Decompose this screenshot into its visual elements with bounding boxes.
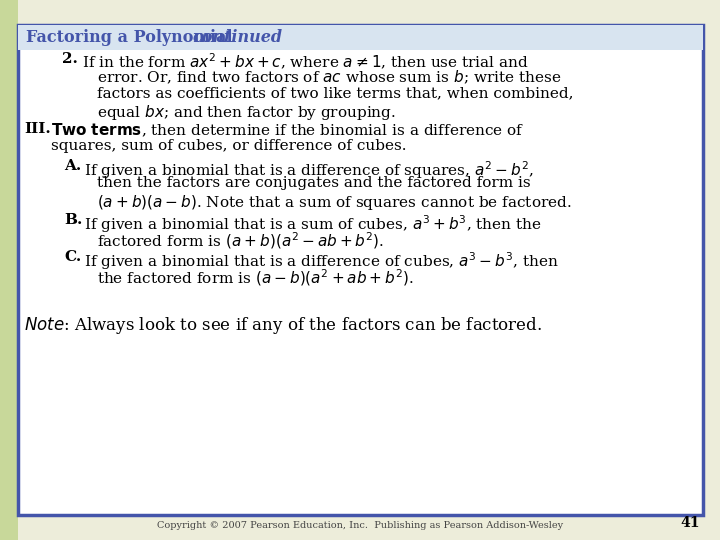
Text: III.: III. bbox=[24, 122, 50, 136]
Bar bbox=[18, 25, 703, 50]
Text: then the factors are conjugates and the factored form is: then the factors are conjugates and the … bbox=[97, 176, 531, 190]
Text: factors as coefficients of two like terms that, when combined,: factors as coefficients of two like term… bbox=[97, 86, 574, 100]
Text: If in the form $ax^2 + bx + c$, where $a \neq 1$, then use trial and: If in the form $ax^2 + bx + c$, where $a… bbox=[82, 52, 529, 72]
FancyBboxPatch shape bbox=[18, 25, 703, 515]
Text: factored form is $(a + b)(a^2 - ab + b^2)$.: factored form is $(a + b)(a^2 - ab + b^2… bbox=[97, 230, 384, 251]
Text: Copyright © 2007 Pearson Education, Inc.  Publishing as Pearson Addison-Wesley: Copyright © 2007 Pearson Education, Inc.… bbox=[157, 521, 563, 530]
Text: If given a binomial that is a difference of squares, $a^2 - b^2$,: If given a binomial that is a difference… bbox=[84, 159, 534, 181]
Text: Factoring a Polynomial: Factoring a Polynomial bbox=[26, 29, 238, 46]
Text: B.: B. bbox=[64, 213, 82, 227]
Text: 2.: 2. bbox=[62, 52, 78, 66]
Text: the factored form is $(a - b)(a^2 + ab + b^2)$.: the factored form is $(a - b)(a^2 + ab +… bbox=[97, 267, 414, 288]
Text: $\bf{Two\ terms}$, then determine if the binomial is a difference of: $\bf{Two\ terms}$, then determine if the… bbox=[51, 122, 524, 139]
Text: error. Or, find two factors of $ac$ whose sum is $b$; write these: error. Or, find two factors of $ac$ whos… bbox=[97, 69, 562, 86]
Text: If given a binomial that is a sum of cubes, $a^3 + b^3$, then the: If given a binomial that is a sum of cub… bbox=[84, 213, 541, 235]
Text: $\it{Note}$: Always look to see if any of the factors can be factored.: $\it{Note}$: Always look to see if any o… bbox=[24, 315, 542, 336]
Bar bbox=[0, 0, 18, 540]
Text: If given a binomial that is a difference of cubes, $a^3 - b^3$, then: If given a binomial that is a difference… bbox=[84, 250, 559, 272]
Text: equal $bx$; and then factor by grouping.: equal $bx$; and then factor by grouping. bbox=[97, 103, 396, 122]
Text: 41: 41 bbox=[680, 516, 700, 530]
Text: C.: C. bbox=[64, 250, 81, 264]
Text: $(a + b)(a - b)$. Note that a sum of squares cannot be factored.: $(a + b)(a - b)$. Note that a sum of squ… bbox=[97, 193, 572, 212]
Text: continued: continued bbox=[192, 29, 282, 46]
Text: squares, sum of cubes, or difference of cubes.: squares, sum of cubes, or difference of … bbox=[51, 139, 407, 153]
Text: A.: A. bbox=[64, 159, 81, 173]
